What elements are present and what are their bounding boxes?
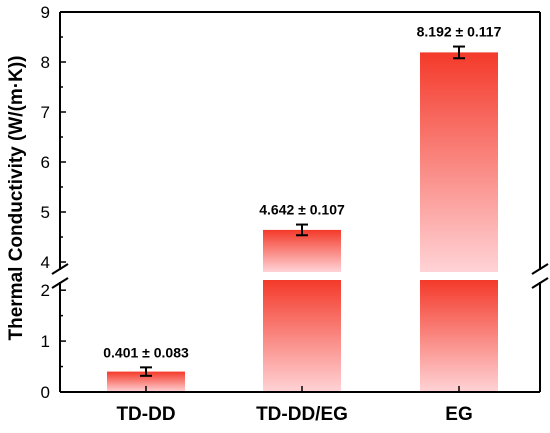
data-label: 4.642 ± 0.107 [259,202,345,218]
y-tick-label: 6 [41,153,50,172]
x-tick-label: TD-DD/EG [256,404,348,425]
bar-td-dd-eg-lower-segment [263,280,341,392]
y-axis-label: Thermal Conductivity (W/(m·K)) [6,56,27,341]
y-tick-label: 2 [41,281,50,300]
right-break-mark [531,263,549,275]
x-tick-label: TD-DD [116,404,175,425]
left-break-mark [51,263,69,275]
y-tick-label: 4 [41,253,50,272]
y-tick-label: 0 [41,383,50,402]
y-tick-label: 9 [41,3,50,22]
labels-layer: 0.401 ± 0.083 TD-DD 4.642 ± 0.107 TD-DD/EG 8… [41,3,502,425]
data-label: 8.192 ± 0.117 [417,24,502,40]
bar-eg-upper-segment [420,52,498,273]
right-break-mark [531,277,549,289]
left-break-mark [51,277,69,289]
y-tick-label: 7 [41,103,50,122]
bars-layer [107,45,498,392]
data-label: 0.401 ± 0.083 [103,344,189,360]
bar-td-dd-eg-upper-segment [263,229,341,272]
bar-td-dd [107,371,185,392]
y-tick-label: 8 [41,53,50,72]
y-tick-label: 1 [41,332,50,351]
axes-layer [51,11,549,393]
x-tick-label: EG [445,404,472,425]
bar-eg-lower-segment [420,280,498,392]
y-tick-label: 5 [41,203,50,222]
